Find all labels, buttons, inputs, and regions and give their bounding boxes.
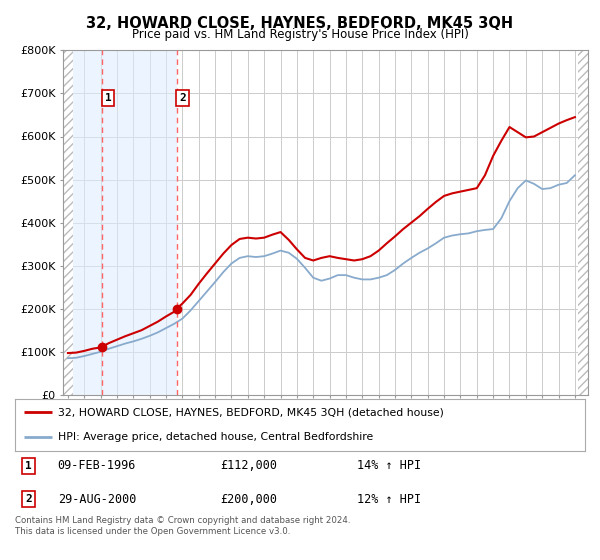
Text: £200,000: £200,000 [220, 493, 277, 506]
Text: £112,000: £112,000 [220, 459, 277, 472]
Text: 1: 1 [105, 93, 112, 102]
Bar [578, 50, 588, 395]
Text: 12% ↑ HPI: 12% ↑ HPI [357, 493, 421, 506]
Text: Contains HM Land Registry data © Crown copyright and database right 2024.
This d: Contains HM Land Registry data © Crown c… [15, 516, 350, 536]
Bar [73, 50, 176, 395]
Text: Price paid vs. HM Land Registry's House Price Index (HPI): Price paid vs. HM Land Registry's House … [131, 28, 469, 41]
Text: 09-FEB-1996: 09-FEB-1996 [58, 459, 136, 472]
Text: 14% ↑ HPI: 14% ↑ HPI [357, 459, 421, 472]
Text: 2: 2 [179, 93, 186, 102]
Text: 32, HOWARD CLOSE, HAYNES, BEDFORD, MK45 3QH: 32, HOWARD CLOSE, HAYNES, BEDFORD, MK45 … [86, 16, 514, 31]
Text: 32, HOWARD CLOSE, HAYNES, BEDFORD, MK45 3QH (detached house): 32, HOWARD CLOSE, HAYNES, BEDFORD, MK45 … [58, 407, 443, 417]
Bar [63, 50, 73, 395]
Text: HPI: Average price, detached house, Central Bedfordshire: HPI: Average price, detached house, Cent… [58, 432, 373, 442]
Text: 1: 1 [25, 461, 32, 471]
Text: 29-AUG-2000: 29-AUG-2000 [58, 493, 136, 506]
Text: 2: 2 [25, 494, 32, 504]
